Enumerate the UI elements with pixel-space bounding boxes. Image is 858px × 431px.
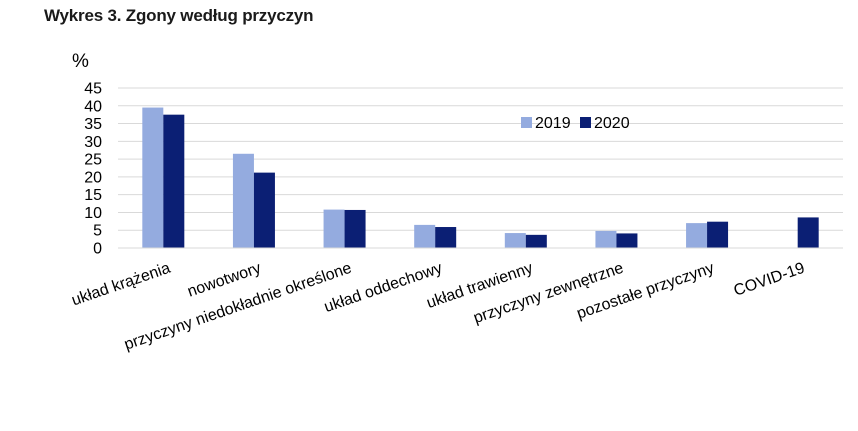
y-tick-label: 0 <box>93 241 102 258</box>
bar-2019 <box>414 224 436 248</box>
bar-2019 <box>232 153 254 248</box>
y-tick-label: 25 <box>84 152 102 169</box>
bar-2020 <box>797 217 819 248</box>
legend-swatch-2020 <box>580 117 591 128</box>
bar-2020 <box>344 209 366 248</box>
bar-2020 <box>616 233 638 248</box>
chart-title: Wykres 3. Zgony według przyczyn <box>44 6 314 25</box>
legend: 2019 2020 <box>521 115 630 132</box>
legend-swatch-2019 <box>521 117 532 128</box>
category-label: COVID-19 <box>732 260 807 300</box>
y-tick-label: 15 <box>84 187 102 204</box>
y-tick-label: 20 <box>84 169 102 186</box>
bar-2020 <box>435 227 457 248</box>
bar-2020 <box>525 234 547 248</box>
bar-2019 <box>142 107 164 248</box>
bar-2020 <box>163 114 185 249</box>
y-axis-unit-label: % <box>72 51 89 72</box>
y-tick-label: 10 <box>84 205 102 222</box>
y-tick-label: 35 <box>84 116 102 133</box>
y-tick-label: 45 <box>84 81 102 98</box>
category-label: przyczyny zewnętrzne <box>471 260 625 327</box>
y-tick-label: 30 <box>84 134 102 151</box>
category-label: układ krążenia <box>70 260 173 310</box>
legend-label: 2019 <box>535 115 571 132</box>
bar-2019 <box>595 230 617 248</box>
bar-2019 <box>504 233 526 248</box>
y-tick-label: 5 <box>93 223 102 240</box>
gridlines <box>118 87 843 231</box>
bar-2020 <box>253 172 275 248</box>
bars <box>142 107 819 249</box>
y-tick-label: 40 <box>84 98 102 115</box>
legend-label: 2020 <box>594 115 630 132</box>
bar-2019 <box>686 223 708 248</box>
bar-2020 <box>707 221 729 248</box>
bar-2019 <box>323 209 345 248</box>
